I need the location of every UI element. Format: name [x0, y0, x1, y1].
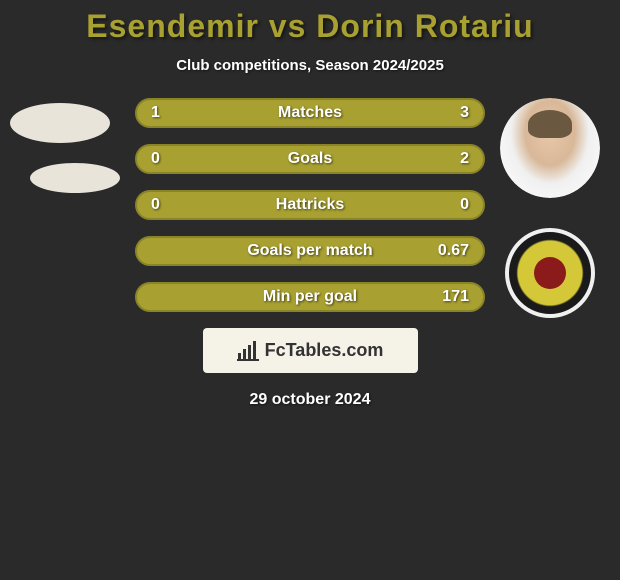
player-right-avatar: [500, 98, 600, 198]
left-badges: [10, 98, 120, 193]
stat-row-hattricks: 0 Hattricks 0: [135, 190, 485, 220]
player-left-avatar: [10, 103, 110, 143]
right-badges: [500, 98, 600, 348]
stat-row-goals-per-match: Goals per match 0.67: [135, 236, 485, 266]
watermark-text: FcTables.com: [265, 340, 384, 361]
stat-right-value: 0.67: [438, 242, 469, 260]
stat-label: Goals: [288, 150, 332, 168]
stat-row-goals: 0 Goals 2: [135, 144, 485, 174]
stat-left-value: 0: [151, 150, 160, 168]
stat-right-value: 3: [460, 104, 469, 122]
club-left-badge: [30, 163, 120, 193]
club-crest-icon: [505, 228, 595, 318]
stat-label: Matches: [278, 104, 342, 122]
date-label: 29 october 2024: [0, 391, 620, 409]
stat-label: Min per goal: [263, 288, 357, 306]
stat-row-matches: 1 Matches 3: [135, 98, 485, 128]
watermark: FcTables.com: [203, 328, 418, 373]
stat-label: Goals per match: [247, 242, 372, 260]
stat-label: Hattricks: [276, 196, 344, 214]
bar-chart-icon: [237, 341, 259, 361]
stat-rows: 1 Matches 3 0 Goals 2 0 Hattricks 0 Goal…: [135, 98, 485, 312]
stats-area: 1 Matches 3 0 Goals 2 0 Hattricks 0 Goal…: [0, 98, 620, 409]
stat-left-value: 0: [151, 196, 160, 214]
page-title: Esendemir vs Dorin Rotariu: [0, 8, 620, 45]
stat-left-value: 1: [151, 104, 160, 122]
stat-row-min-per-goal: Min per goal 171: [135, 282, 485, 312]
stat-right-value: 2: [460, 150, 469, 168]
face-icon: [500, 98, 600, 198]
comparison-card: Esendemir vs Dorin Rotariu Club competit…: [0, 0, 620, 409]
club-right-badge: [500, 223, 600, 323]
stat-right-value: 171: [442, 288, 469, 306]
stat-right-value: 0: [460, 196, 469, 214]
subtitle: Club competitions, Season 2024/2025: [0, 57, 620, 74]
